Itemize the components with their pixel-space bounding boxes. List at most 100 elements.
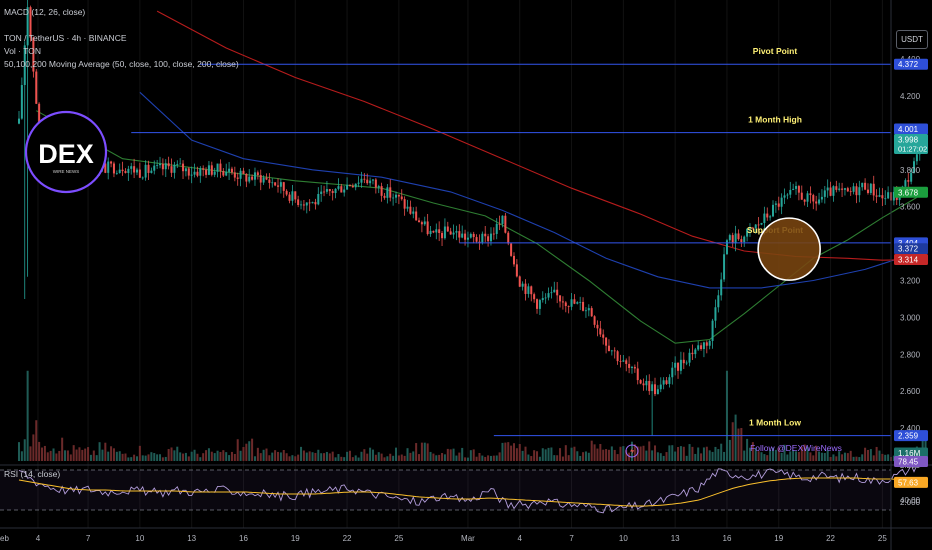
candle-body (104, 163, 107, 173)
volume-bar (849, 450, 852, 461)
price-badge-label: 57.63 (898, 478, 919, 487)
candle-body (406, 206, 409, 209)
candle-body (130, 166, 133, 169)
candle-body (32, 37, 35, 72)
candle-body (426, 221, 429, 235)
volume-bar (271, 452, 274, 461)
volume-bar (354, 455, 357, 461)
currency-button[interactable]: USDT (896, 30, 928, 49)
volume-bar (665, 452, 668, 461)
candle-body (202, 168, 205, 170)
candle-body (320, 191, 323, 194)
price-badge: 78.45 (894, 456, 928, 468)
candle-body (357, 182, 360, 184)
candle-body (838, 188, 841, 190)
candle-body (679, 359, 682, 371)
volume-bar (130, 457, 133, 461)
volume-bar (835, 456, 838, 461)
volume-bar (694, 453, 697, 461)
price-badge-bg (894, 430, 928, 442)
rsi-label[interactable]: RSI (14, close) (4, 469, 61, 479)
volume-bar (412, 451, 415, 461)
candle-body (213, 171, 216, 175)
candle-body (124, 171, 127, 173)
price-badge-bg (894, 58, 928, 70)
volume-bar (498, 452, 501, 461)
volume-bar (875, 446, 878, 461)
highlight-circle (757, 217, 821, 281)
volume-bar (723, 451, 726, 461)
volume-bar (153, 453, 156, 461)
volume-bar (176, 446, 179, 461)
candle-body (533, 294, 536, 300)
volume-bar (84, 448, 87, 461)
moving-average-label[interactable]: 50,100,200 Moving Average (50, close, 10… (4, 59, 239, 69)
volume-bar (236, 439, 239, 461)
price-tick-label: 3.000 (900, 313, 921, 322)
logo-subtext: WIRE NEWS (53, 169, 80, 174)
candle-body (521, 283, 524, 287)
candle-body (616, 351, 619, 362)
candle-body (887, 192, 890, 199)
volume-bar (161, 457, 164, 461)
volume-bar (679, 446, 682, 461)
candle-body (20, 85, 23, 119)
volume-bar (127, 457, 130, 461)
volume-bar (717, 449, 720, 461)
volume-bar (774, 449, 777, 461)
volume-label[interactable]: Vol · TON (4, 46, 42, 56)
candle-body (866, 189, 869, 193)
candle-body (904, 180, 907, 187)
volume-bar (832, 454, 835, 461)
volume-bar (282, 449, 285, 461)
price-tick-label: 3.200 (900, 276, 921, 285)
time-tick-label: 4 (518, 534, 523, 543)
volume-bar (674, 451, 677, 461)
volume-bar (219, 451, 222, 461)
price-badge: 4.001 (894, 123, 928, 135)
candle-body (587, 308, 590, 311)
candle-body (423, 221, 426, 225)
volume-bar (780, 452, 783, 461)
candle-body (809, 193, 812, 196)
symbol-title[interactable]: TON / TetherUS · 4h · BINANCE (4, 33, 127, 43)
volume-bar (328, 453, 331, 461)
candle-body (161, 163, 164, 170)
volume-bar (714, 446, 717, 461)
volume-bar (343, 457, 346, 461)
volume-bar (743, 450, 746, 461)
candle-body (475, 237, 478, 242)
candle-body (538, 300, 541, 309)
candle-body (176, 163, 179, 165)
price-tick-label: 3.800 (900, 166, 921, 175)
candle-body (659, 384, 662, 390)
macd-label[interactable]: MACD (12, 26, close) (4, 7, 86, 17)
volume-bar (760, 452, 763, 461)
candle-body (340, 186, 343, 193)
candle-body (869, 183, 872, 193)
candle-body (23, 45, 26, 86)
candle-body (317, 193, 320, 205)
moving-average-line (139, 91, 926, 289)
candle-body (662, 380, 665, 385)
volume-bar (187, 456, 190, 461)
rsi-ma-line (18, 477, 926, 507)
volume-bar (216, 450, 219, 461)
candle-body (187, 168, 190, 176)
alert-icon[interactable] (625, 444, 639, 458)
candle-body (337, 186, 340, 189)
candle-body (196, 171, 199, 176)
volume-bar (107, 451, 110, 461)
candle-body (530, 286, 533, 295)
volume-bar (504, 442, 507, 461)
volume-bar (392, 455, 395, 461)
volume-bar (317, 449, 320, 461)
candle-body (323, 191, 326, 193)
time-tick-label: 7 (569, 534, 574, 543)
candle-body (127, 168, 130, 173)
candle-body (386, 187, 389, 198)
volume-bar (855, 456, 858, 461)
volume-bar (464, 457, 467, 461)
candle-body (740, 239, 743, 242)
